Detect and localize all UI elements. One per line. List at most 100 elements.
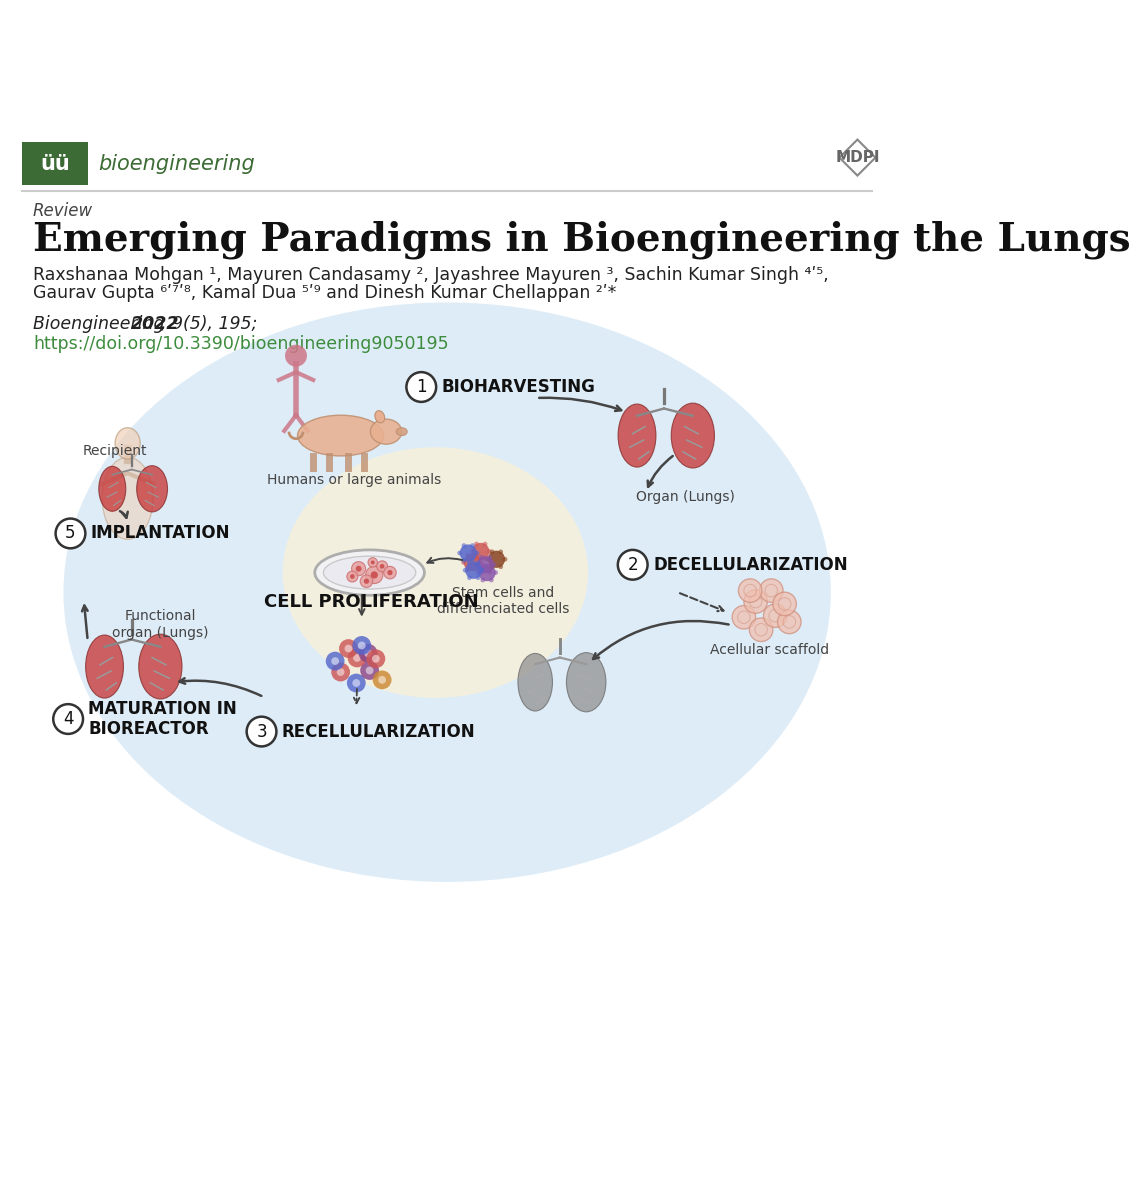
Circle shape — [467, 575, 472, 580]
Text: 4: 4 — [63, 710, 73, 728]
Circle shape — [476, 560, 481, 565]
Circle shape — [474, 541, 478, 546]
Circle shape — [478, 570, 483, 575]
Text: RECELLULARIZATION: RECELLULARIZATION — [282, 722, 475, 740]
Circle shape — [739, 578, 762, 602]
Ellipse shape — [671, 403, 715, 468]
Circle shape — [347, 571, 357, 582]
Ellipse shape — [102, 457, 153, 539]
Circle shape — [325, 652, 345, 671]
Circle shape — [488, 554, 492, 559]
Circle shape — [467, 560, 472, 565]
Circle shape — [732, 606, 756, 629]
Circle shape — [339, 640, 357, 658]
Circle shape — [351, 575, 355, 578]
Circle shape — [353, 679, 360, 686]
Text: MATURATION IN
BIOREACTOR: MATURATION IN BIOREACTOR — [88, 700, 238, 738]
Circle shape — [353, 654, 361, 662]
Circle shape — [466, 553, 471, 557]
Circle shape — [461, 544, 466, 548]
Circle shape — [357, 642, 365, 649]
Ellipse shape — [298, 415, 384, 456]
Circle shape — [378, 676, 386, 684]
Ellipse shape — [618, 404, 656, 467]
Ellipse shape — [370, 419, 402, 444]
Text: 1: 1 — [416, 378, 427, 396]
Circle shape — [365, 666, 373, 674]
Circle shape — [476, 570, 481, 575]
Circle shape — [489, 563, 493, 568]
Circle shape — [347, 648, 367, 667]
Ellipse shape — [566, 653, 606, 712]
Circle shape — [360, 661, 379, 680]
Circle shape — [492, 563, 497, 568]
Text: IMPLANTATION: IMPLANTATION — [91, 524, 231, 542]
Ellipse shape — [64, 302, 830, 882]
Ellipse shape — [315, 550, 425, 595]
Ellipse shape — [99, 467, 126, 511]
Circle shape — [778, 610, 801, 634]
Circle shape — [478, 564, 496, 581]
Text: Gaurav Gupta ⁶ʹ⁷ʹ⁸, Kamal Dua ⁵ʹ⁹ and Dinesh Kumar Chellappan ²ʹ*: Gaurav Gupta ⁶ʹ⁷ʹ⁸, Kamal Dua ⁵ʹ⁹ and Di… — [33, 283, 617, 301]
Circle shape — [461, 560, 466, 565]
Ellipse shape — [283, 448, 588, 698]
Circle shape — [472, 542, 490, 560]
Circle shape — [345, 644, 353, 653]
Circle shape — [364, 578, 369, 584]
Ellipse shape — [375, 410, 385, 422]
Circle shape — [474, 557, 478, 562]
Circle shape — [355, 565, 362, 571]
Circle shape — [469, 550, 475, 554]
Circle shape — [477, 556, 494, 574]
Circle shape — [337, 668, 345, 676]
Circle shape — [407, 372, 436, 402]
Circle shape — [54, 704, 83, 734]
Circle shape — [476, 575, 481, 580]
Circle shape — [483, 541, 488, 546]
Circle shape — [368, 558, 377, 568]
Text: Acellular scaffold: Acellular scaffold — [710, 643, 829, 658]
Text: BIOHARVESTING: BIOHARVESTING — [442, 378, 595, 396]
Circle shape — [247, 716, 276, 746]
Text: 2: 2 — [627, 556, 638, 574]
Circle shape — [490, 564, 494, 569]
Ellipse shape — [323, 556, 416, 589]
Circle shape — [364, 649, 372, 658]
Circle shape — [387, 570, 393, 575]
Text: Stem cells and
differenciated cells: Stem cells and differenciated cells — [436, 586, 569, 616]
Ellipse shape — [137, 466, 168, 512]
Circle shape — [471, 558, 475, 563]
Circle shape — [372, 655, 380, 662]
Ellipse shape — [139, 634, 182, 698]
Circle shape — [759, 578, 783, 602]
Circle shape — [377, 560, 387, 572]
Circle shape — [372, 671, 392, 689]
Circle shape — [498, 564, 504, 569]
Circle shape — [478, 554, 483, 559]
Circle shape — [481, 577, 485, 582]
Circle shape — [380, 564, 385, 569]
Circle shape — [490, 550, 494, 554]
Circle shape — [475, 551, 480, 556]
Circle shape — [56, 518, 86, 548]
FancyBboxPatch shape — [22, 142, 88, 185]
Text: MDPI: MDPI — [835, 150, 879, 166]
Circle shape — [360, 575, 372, 588]
Circle shape — [486, 550, 492, 554]
Circle shape — [371, 571, 378, 578]
Circle shape — [488, 570, 492, 575]
Circle shape — [359, 644, 377, 662]
Circle shape — [489, 577, 493, 582]
Circle shape — [481, 563, 485, 568]
Text: 5: 5 — [65, 524, 75, 542]
Text: DECELLULARIZATION: DECELLULARIZATION — [653, 556, 847, 574]
Circle shape — [465, 562, 482, 578]
Circle shape — [773, 592, 796, 616]
Text: Bioengineering: Bioengineering — [33, 314, 170, 332]
Text: Humans or large animals: Humans or large animals — [267, 473, 441, 487]
Circle shape — [764, 604, 787, 628]
Circle shape — [471, 544, 475, 548]
Circle shape — [286, 344, 307, 367]
Circle shape — [459, 545, 477, 562]
Circle shape — [463, 568, 467, 572]
